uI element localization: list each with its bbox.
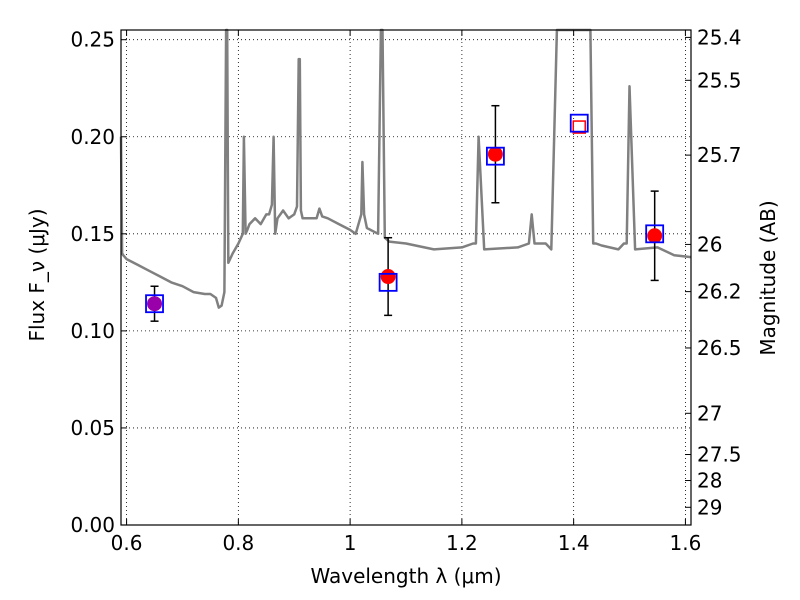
photometry-point (647, 228, 663, 244)
mag-tick-label: 27 (697, 401, 722, 425)
y-tick-label: 0.00 (70, 513, 115, 537)
mag-tick-label: 27.5 (697, 443, 742, 467)
model-photometry-square (569, 113, 589, 133)
mag-tick-label: 25.7 (697, 143, 742, 167)
mag-tick-label: 29 (697, 495, 722, 519)
x-tick-label: 0.8 (222, 531, 254, 555)
x-tick-label: 1.6 (670, 531, 702, 555)
y-axis-label: Flux F_ν (μJy) (25, 208, 49, 341)
y-tick-label: 0.20 (70, 125, 115, 149)
spectrum-layer (119, 28, 692, 309)
photometry-point (572, 120, 586, 134)
mag-tick-label: 26 (697, 232, 722, 256)
x-tick-label: 1.4 (558, 531, 590, 555)
model-photometry-square (378, 272, 398, 292)
mag-tick-label: 25.5 (697, 68, 742, 92)
x-tick-label: 1 (344, 531, 357, 555)
model-photometry-square (645, 224, 665, 244)
model-photometry-square (145, 294, 164, 314)
mag-tick-label: 26.2 (697, 280, 742, 304)
plot-frame (120, 29, 692, 526)
mag-tick-label: 26.5 (697, 336, 742, 360)
photometry-marks (145, 104, 665, 322)
model-photometry-square (486, 146, 505, 166)
mag-tick-label: 28 (697, 469, 722, 493)
grid-lines (121, 30, 691, 526)
photometry-point (380, 269, 396, 285)
x-tick-label: 1.2 (446, 531, 478, 555)
y-tick-label: 0.25 (70, 28, 115, 52)
photometry-point (487, 146, 503, 162)
y-right-axis-label: Magnitude (AB) (756, 200, 780, 355)
axis-ticks: 0.6 0.8 1 1.2 1.4 1.6 0.00 0.05 0.10 0.15 0.20 0.25… (70, 25, 741, 555)
mag-tick-label: 25.4 (697, 25, 742, 49)
x-axis-label: Wavelength λ (μm) (310, 564, 501, 588)
photometry-point (147, 296, 163, 312)
y-tick-label: 0.10 (70, 319, 115, 343)
x-tick-label: 0.6 (111, 531, 143, 555)
model-spectrum-line (119, 28, 692, 309)
y-tick-label: 0.05 (70, 416, 115, 440)
y-tick-label: 0.15 (70, 222, 115, 246)
